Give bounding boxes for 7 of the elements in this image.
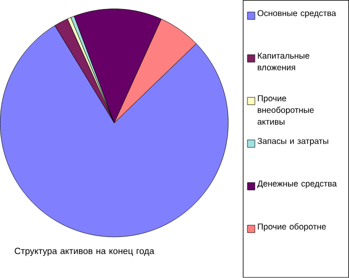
legend-label: Прочие оборотне bbox=[258, 223, 326, 232]
legend-label: Прочие внеоборотные активы bbox=[258, 96, 314, 125]
text: Структура активов на конец года bbox=[14, 248, 154, 256]
legend-label: Запасы и затраты bbox=[258, 138, 328, 146]
legend-label: Капитальные вложения bbox=[258, 52, 310, 70]
legend-label: Основные средства bbox=[258, 10, 336, 18]
legend-label: Денежные средства bbox=[257, 180, 337, 188]
